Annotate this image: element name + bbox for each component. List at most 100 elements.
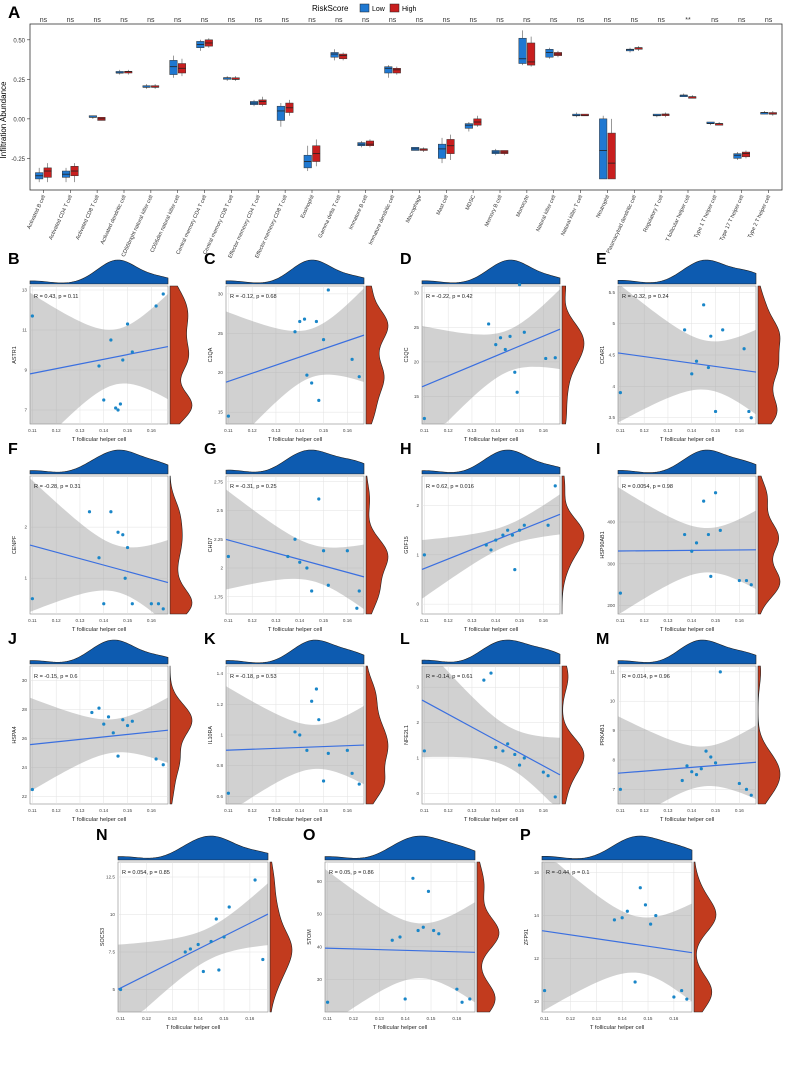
x-tick-label: 0.11: [323, 1016, 332, 1021]
box-low: [545, 49, 554, 58]
x-tick-label: 0.13: [271, 808, 280, 813]
x-tick-label: 0.16: [343, 618, 352, 623]
box-high: [339, 53, 348, 60]
data-point: [196, 942, 200, 947]
data-point: [649, 922, 653, 926]
significance-label: ns: [496, 17, 504, 24]
x-tick-label: Plasmacytoid dendritic cell: [606, 194, 638, 254]
x-tick-label: 0.13: [75, 618, 84, 623]
data-point: [747, 409, 751, 414]
data-point: [718, 670, 722, 674]
x-tick-label: 0.12: [142, 1016, 151, 1021]
significance-label: ns: [523, 17, 531, 24]
x-tick-label: 0.13: [467, 618, 476, 623]
significance-label: ns: [604, 17, 612, 24]
data-point: [109, 338, 113, 342]
x-tick-label: 0.15: [123, 808, 132, 813]
significance-label: ns: [174, 17, 182, 24]
significance-label: ns: [469, 17, 477, 24]
x-tick-label: 0.12: [248, 618, 257, 623]
data-point: [317, 718, 321, 722]
x-tick-label: 0.11: [224, 618, 233, 623]
x-tick-label: Neutrophil: [595, 194, 611, 219]
panel-label: O: [303, 827, 315, 844]
data-point: [749, 416, 753, 420]
data-point: [694, 359, 699, 363]
data-point: [357, 375, 361, 379]
x-tick-label: 0.11: [116, 1016, 125, 1021]
data-point: [214, 917, 218, 921]
y-tick-label: 1: [416, 756, 419, 761]
data-point: [633, 980, 637, 984]
data-point: [293, 537, 297, 541]
right-density: [561, 475, 585, 615]
data-point: [638, 886, 642, 890]
data-point: [226, 414, 230, 418]
data-point: [398, 935, 402, 939]
x-tick-label: 0.14: [687, 618, 696, 623]
data-point: [97, 364, 101, 368]
y-tick-label: 30: [317, 977, 323, 982]
data-point: [321, 779, 326, 783]
x-axis-label: T follicular helper cell: [268, 627, 322, 633]
y-tick-label: 30: [414, 290, 420, 295]
data-point: [321, 338, 326, 342]
data-point: [494, 538, 498, 542]
data-point: [326, 288, 330, 292]
x-tick-label: 0.14: [99, 618, 108, 623]
scatter-panel-j: J 0.11 0.12 0.13 0.14 0.15 0.16 22 24 26 28 30 R = -…: [8, 631, 193, 823]
panel-label: G: [204, 441, 216, 458]
data-point: [310, 699, 314, 703]
data-point: [737, 781, 741, 786]
y-tick-label: 30: [22, 678, 28, 683]
x-tick-label: Type 1 T helper cell: [693, 194, 718, 239]
x-tick-label: 0.12: [52, 808, 61, 813]
top-density: [29, 449, 169, 475]
right-density: [757, 665, 781, 805]
y-tick-label: 15: [414, 394, 420, 399]
regression-line: [225, 744, 365, 751]
correlation-stat: R = -0.14, p = 0.61: [426, 674, 473, 680]
data-point: [317, 398, 321, 402]
data-point: [620, 916, 624, 920]
data-point: [709, 334, 713, 338]
x-tick-label: 0.12: [349, 1016, 358, 1021]
correlation-stat: R = 0.0054, p = 0.98: [622, 484, 673, 490]
y-tick-label: 20: [218, 370, 224, 375]
y-tick-label: 14: [534, 913, 540, 918]
x-axis-label: T follicular helper cell: [590, 1025, 644, 1031]
box-low: [733, 153, 742, 159]
confidence-band: [325, 869, 475, 1012]
top-density: [617, 449, 757, 475]
data-point: [116, 530, 120, 534]
data-point: [713, 491, 718, 495]
y-tick-label: 50: [317, 912, 323, 917]
x-tick-label: 0.11: [28, 808, 37, 813]
x-axis-label: T follicular helper cell: [72, 627, 126, 633]
data-point: [484, 543, 488, 547]
x-tick-label: 0.12: [444, 428, 453, 433]
x-tick-label: Macrophage: [405, 194, 423, 224]
data-point: [618, 391, 622, 395]
box-high: [365, 140, 374, 146]
box-high: [392, 68, 401, 74]
data-point: [355, 606, 359, 610]
regression-line: [617, 761, 757, 774]
data-point: [482, 678, 486, 682]
regression-line: [29, 729, 169, 746]
y-tick-label: 12.5: [106, 875, 115, 880]
confidence-band: [618, 716, 756, 804]
significance-label: ns: [281, 17, 289, 24]
x-tick-label: 0.13: [663, 618, 672, 623]
data-point: [542, 988, 547, 993]
x-tick-label: 0.15: [644, 1016, 653, 1021]
x-tick-label: T follicular helper cell: [665, 194, 692, 242]
data-point: [111, 731, 115, 735]
data-point: [161, 292, 165, 296]
correlation-stat: R = -0.12, p = 0.68: [230, 294, 277, 300]
significance-label: ns: [93, 17, 101, 24]
x-tick-label: Activated CD4 T cell: [48, 194, 74, 241]
x-tick-label: 0.14: [618, 1016, 627, 1021]
y-tick-label: 24: [22, 765, 28, 770]
correlation-stat: R = 0.43, p = 0.11: [34, 294, 78, 300]
